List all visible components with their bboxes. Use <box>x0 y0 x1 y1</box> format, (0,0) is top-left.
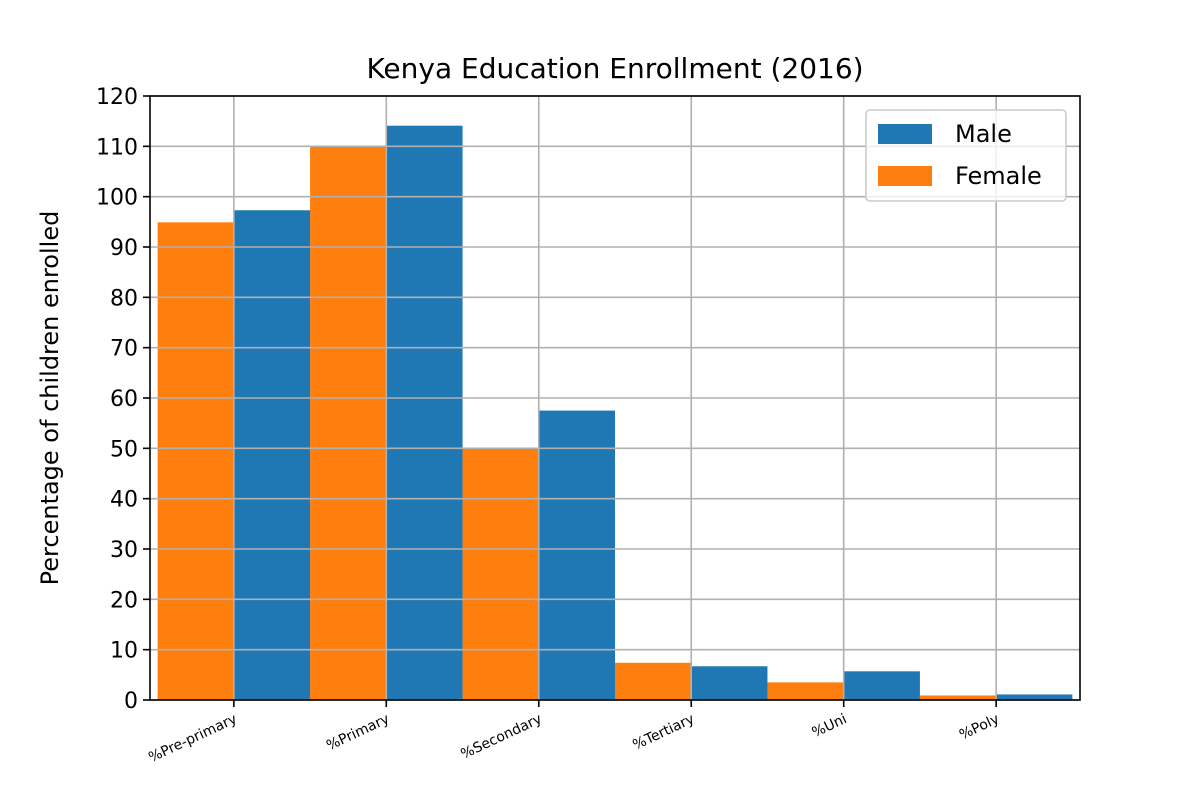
bar-male-5 <box>996 694 1073 700</box>
y-tick-label-10: 100 <box>96 186 138 211</box>
bar-female-2 <box>462 448 539 700</box>
legend: Male Female <box>865 109 1067 202</box>
bar-male-2 <box>538 410 615 700</box>
legend-swatch-0 <box>878 124 932 144</box>
bar-female-5 <box>919 695 997 700</box>
legend-swatch-1 <box>878 166 932 186</box>
y-tick-label-3: 30 <box>110 538 138 563</box>
bar-male-0 <box>233 210 311 701</box>
legend-label-0: Male <box>955 120 1012 148</box>
x-tick-label-2: %Secondary <box>458 711 544 762</box>
y-tick-label-4: 40 <box>110 488 138 513</box>
legend-label-1: Female <box>955 162 1042 190</box>
y-axis-label: Percentage of children enrolled <box>36 211 64 586</box>
bar-female-3 <box>615 662 692 700</box>
chart-title: Kenya Education Enrollment (2016) <box>366 52 863 85</box>
y-tick-label-5: 50 <box>110 437 138 462</box>
x-tick-label-5: %Poly <box>957 711 1002 743</box>
y-tick-label-8: 80 <box>110 286 138 311</box>
x-axis: %Pre-primary %Primary %Secondary %Tertiary%… <box>146 700 1002 766</box>
y-tick-label-6: 60 <box>110 387 138 412</box>
x-tick-label-0: %Pre-primary <box>146 711 239 766</box>
x-tick-label-3: %Tertiary <box>630 711 696 753</box>
bars <box>150 95 1080 701</box>
y-tick-label-11: 110 <box>96 135 138 160</box>
y-tick-label-12: 120 <box>96 85 138 110</box>
x-tick-label-1: %Primary <box>324 711 392 754</box>
bar-male-1 <box>386 125 463 701</box>
bar-female-1 <box>310 146 387 701</box>
y-tick-label-1: 10 <box>110 639 138 664</box>
y-tick-label-7: 70 <box>110 337 138 362</box>
y-axis: 0 10 20 30 40 50 60 70 80 90 100 110 120 <box>96 85 150 714</box>
y-tick-label-2: 20 <box>110 588 138 613</box>
bar-male-4 <box>843 671 920 700</box>
x-tick-label-4: %Uni <box>810 711 850 741</box>
y-tick-label-9: 90 <box>110 236 138 261</box>
bar-female-4 <box>767 682 844 700</box>
bar-female-0 <box>157 222 234 700</box>
bar-male-3 <box>691 666 768 700</box>
y-tick-label-0: 0 <box>124 689 138 714</box>
